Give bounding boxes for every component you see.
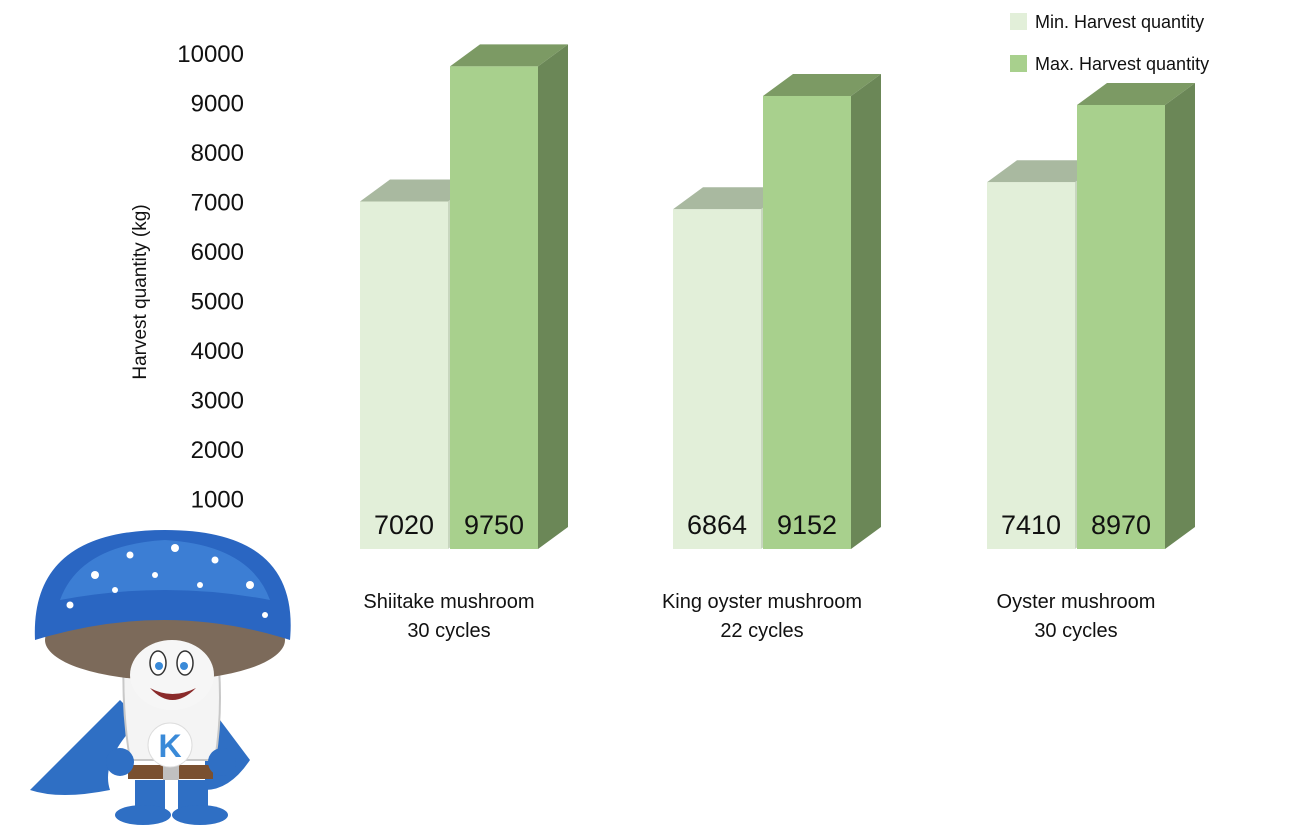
- category-label: Oyster mushroom: [997, 591, 1156, 613]
- legend-label-min: Min. Harvest quantity: [1035, 12, 1204, 32]
- bar: [1077, 104, 1165, 550]
- bar-value-label: 8970: [1091, 510, 1151, 540]
- bar-side: [1165, 82, 1195, 550]
- y-tick-label: 4000: [191, 338, 244, 365]
- bar-top: [360, 179, 478, 202]
- bars-group: [360, 44, 1195, 550]
- bar-side: [538, 44, 568, 549]
- y-tick-label: 1000: [191, 487, 244, 514]
- bar: [450, 66, 538, 549]
- bar-value-label: 9152: [777, 510, 837, 540]
- y-tick-label: 8000: [191, 140, 244, 167]
- bar-side: [851, 73, 881, 549]
- bar: [360, 201, 448, 549]
- bar-value-label: 6864: [687, 510, 747, 540]
- legend: Min. Harvest quantity Max. Harvest quant…: [1010, 12, 1209, 74]
- y-tick-label: 10000: [177, 41, 244, 68]
- category-label: Shiitake mushroom: [363, 591, 534, 613]
- bar: [763, 95, 851, 549]
- bar-top: [763, 73, 881, 96]
- y-tick-label: 3000: [191, 388, 244, 415]
- bar-top: [673, 187, 791, 210]
- y-axis-title: Harvest quantity (kg): [130, 204, 151, 379]
- legend-swatch-max: [1010, 55, 1027, 72]
- y-axis-ticks: 10000 9000 8000 7000 6000 5000 4000 3000 2000 100…: [177, 41, 244, 514]
- mushroom-mascot: K: [30, 530, 291, 825]
- y-tick-label: 5000: [191, 289, 244, 316]
- category-cycles-label: 22 cycles: [720, 620, 803, 642]
- y-tick-label: 7000: [191, 190, 244, 217]
- legend-swatch-min: [1010, 13, 1027, 30]
- y-tick-label: 9000: [191, 91, 244, 118]
- y-tick-label: 2000: [191, 437, 244, 464]
- bar-value-label: 9750: [464, 510, 524, 540]
- y-tick-label: 6000: [191, 239, 244, 266]
- mascot-badge-letter: K: [158, 728, 181, 764]
- category-labels: Shiitake mushroom 30 cycles King oyster mu…: [363, 591, 1155, 642]
- category-label: King oyster mushroom: [662, 591, 862, 613]
- legend-label-max: Max. Harvest quantity: [1035, 54, 1209, 74]
- bar-top: [987, 160, 1105, 183]
- category-cycles-label: 30 cycles: [407, 620, 490, 642]
- bar-value-label: 7410: [1001, 510, 1061, 540]
- bar-top: [1077, 82, 1195, 105]
- category-cycles-label: 30 cycles: [1034, 620, 1117, 642]
- value-labels: 7020 9750 6864 9152 7410 8970: [374, 510, 1151, 540]
- bar: [673, 209, 761, 549]
- bar-value-label: 7020: [374, 510, 434, 540]
- bar: [987, 182, 1075, 549]
- bar-top: [450, 44, 568, 67]
